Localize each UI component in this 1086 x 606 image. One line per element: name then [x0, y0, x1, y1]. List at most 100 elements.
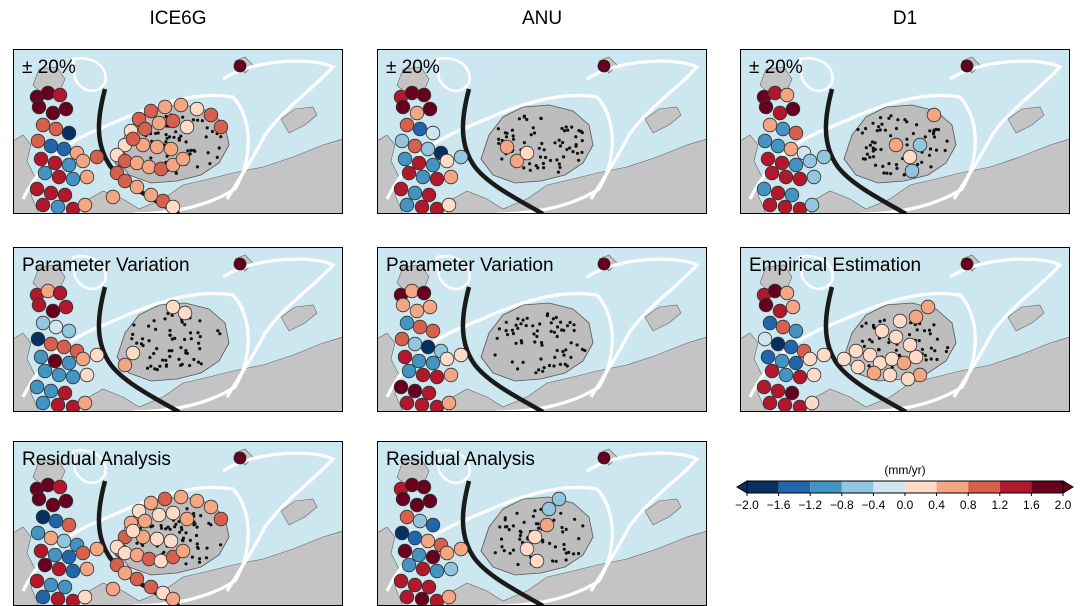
station-marker — [48, 319, 64, 335]
station-dot — [204, 135, 208, 139]
station-dot — [516, 326, 520, 330]
station-dot — [536, 166, 540, 170]
station-dot — [916, 162, 920, 167]
station-marker — [401, 165, 417, 181]
station-dot — [219, 135, 223, 139]
station-marker — [411, 155, 427, 171]
station-dot — [932, 130, 936, 134]
station-marker — [47, 547, 63, 563]
station-marker — [792, 399, 808, 412]
colorbar-tick-label: −1.2 — [798, 498, 822, 512]
map-svg — [13, 247, 343, 412]
station-dot — [177, 520, 181, 524]
station-dot — [568, 320, 572, 325]
station-dot — [552, 330, 557, 334]
station-marker — [43, 138, 59, 154]
station-dot — [166, 525, 170, 529]
station-dot — [864, 146, 868, 150]
station-dot — [903, 118, 907, 122]
station-dot — [184, 531, 188, 535]
panel-label: ± 20% — [386, 57, 440, 78]
station-marker — [407, 336, 423, 352]
station-marker — [926, 107, 942, 123]
land-novaya — [644, 304, 682, 332]
station-marker — [892, 313, 908, 329]
station-dot — [561, 530, 565, 534]
station-dot — [219, 543, 223, 547]
station-dot — [562, 542, 566, 547]
ice-contour-east — [949, 59, 1063, 200]
station-dot — [141, 343, 145, 348]
station-marker — [399, 197, 415, 213]
map-svg — [13, 441, 343, 606]
station-marker — [770, 185, 786, 201]
station-marker — [125, 345, 141, 361]
station-dot — [935, 357, 939, 362]
station-dot — [929, 346, 933, 350]
station-marker — [29, 379, 45, 395]
station-dot — [540, 141, 544, 146]
station-marker — [56, 533, 72, 549]
station-marker — [393, 379, 409, 395]
ice-contour-east — [586, 257, 700, 398]
colorbar-tick-label: 0.0 — [897, 498, 914, 512]
station-marker — [65, 399, 81, 412]
land-fennoscandia — [480, 104, 594, 184]
station-dot — [168, 527, 172, 531]
station-dot — [205, 126, 209, 130]
map-svg — [377, 247, 707, 412]
station-dot — [529, 133, 533, 137]
station-marker — [143, 579, 159, 595]
station-dot — [860, 339, 864, 343]
station-dot — [164, 364, 168, 368]
station-dot — [197, 560, 202, 564]
station-marker — [79, 561, 95, 577]
station-marker — [762, 197, 778, 213]
land-novaya — [1007, 304, 1045, 332]
station-dot — [564, 527, 568, 531]
station-dot — [932, 135, 937, 139]
station-marker — [30, 525, 46, 541]
station-dot — [534, 371, 538, 375]
station-marker — [409, 105, 425, 121]
station-dot — [516, 562, 520, 567]
station-marker — [58, 101, 74, 117]
station-marker — [137, 121, 153, 137]
map-panel-p-ice6g-pv: Parameter Variation — [13, 247, 343, 412]
station-dot — [130, 337, 134, 341]
station-marker — [89, 541, 105, 557]
station-dot — [195, 542, 199, 546]
station-dot — [864, 321, 868, 325]
station-marker — [816, 149, 832, 165]
station-marker — [784, 187, 800, 203]
station-dot — [537, 526, 541, 530]
station-dot — [158, 364, 162, 368]
station-dot — [871, 155, 876, 159]
station-marker — [529, 553, 545, 569]
station-dot — [871, 121, 875, 125]
station-marker — [541, 501, 557, 517]
land-fennoscandia — [480, 302, 594, 382]
station-dot — [943, 148, 947, 153]
station-marker — [425, 125, 441, 141]
station-dot — [562, 155, 566, 159]
map-panel-p-ice6g-20: ± 20% — [13, 49, 343, 214]
station-marker — [43, 530, 59, 546]
land-novaya — [1007, 106, 1045, 134]
station-dot — [856, 127, 860, 132]
station-marker — [52, 87, 68, 103]
station-marker — [61, 323, 77, 339]
ice-contour-inner — [385, 292, 614, 412]
station-dot — [575, 151, 580, 155]
station-dot — [927, 328, 932, 332]
station-dot — [147, 339, 151, 343]
station-dot — [563, 362, 567, 366]
station-dot — [929, 357, 933, 361]
station-marker — [420, 141, 436, 157]
station-dot — [562, 328, 566, 332]
station-dot — [875, 129, 879, 133]
ice-contour-inner — [748, 292, 977, 412]
station-dot — [516, 317, 520, 321]
colorbar-tick-label: −0.4 — [862, 498, 886, 512]
station-dot — [555, 158, 559, 162]
